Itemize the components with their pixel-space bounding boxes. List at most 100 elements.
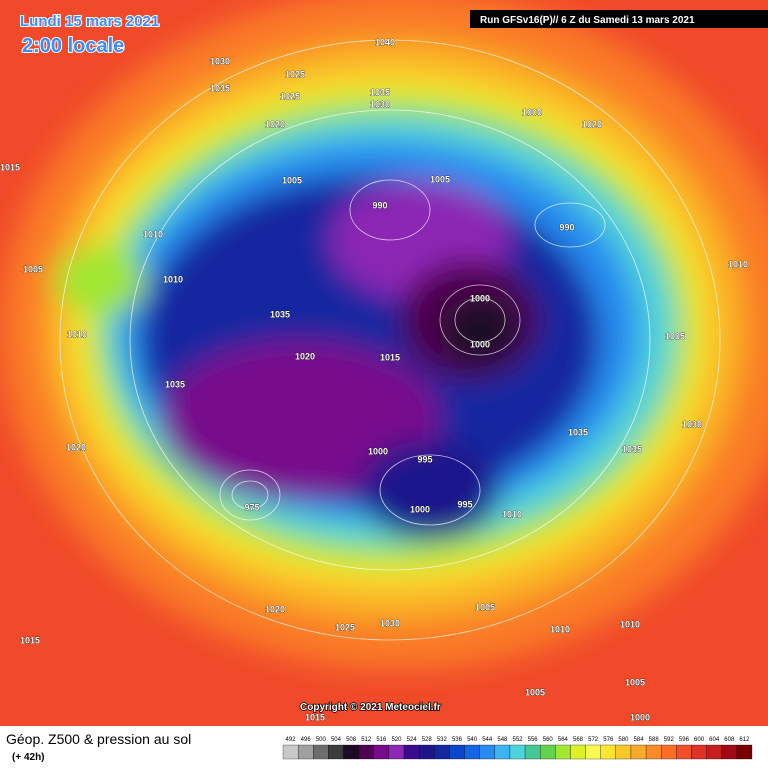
scale-swatch — [328, 744, 344, 760]
scale-label: 604 — [709, 737, 720, 743]
pressure-label: 1010 — [502, 509, 522, 519]
pressure-label: 1000 — [630, 712, 650, 722]
run-info: Run GFSv16(P)// 6 Z du Samedi 13 mars 20… — [480, 15, 695, 26]
scale-label: 536 — [452, 737, 463, 743]
pressure-label: 1010 — [143, 229, 163, 239]
local-time: 2:00 locale — [22, 35, 124, 57]
pressure-label: 1000 — [470, 339, 490, 349]
scale-label: 528 — [422, 737, 433, 743]
pressure-label: 1030 — [370, 99, 390, 109]
scale-swatch — [600, 744, 616, 760]
pressure-label: 1005 — [282, 175, 302, 185]
scale-label: 568 — [573, 737, 584, 743]
pressure-label: 1035 — [622, 444, 642, 454]
pressure-label: 1020 — [265, 119, 285, 129]
scale-swatch — [736, 744, 753, 760]
scale-swatch — [434, 744, 450, 760]
scale-label: 584 — [634, 737, 645, 743]
pressure-label: 1005 — [625, 677, 645, 687]
scale-swatch — [313, 744, 329, 760]
pressure-label: 1015 — [305, 712, 325, 722]
scale-swatch — [373, 744, 390, 760]
pressure-labels: 1040 1030 1035 1025 1025 1035 1030 1020 1005 990 1… — [0, 37, 748, 723]
pressure-label: 1000 — [522, 107, 542, 117]
scale-label: 544 — [482, 737, 493, 743]
pressure-label: 1005 — [475, 602, 495, 612]
scale-label: 576 — [603, 737, 614, 743]
pressure-label: 1030 — [682, 419, 702, 429]
scale-label: 560 — [543, 737, 554, 743]
pressure-label: 1020 — [265, 604, 285, 614]
scale-label: 492 — [286, 737, 297, 743]
pressure-label: 1035 — [270, 309, 290, 319]
scale-swatch — [661, 744, 677, 760]
scale-swatch — [691, 744, 707, 760]
pressure-label: 1010 — [163, 274, 183, 284]
color-bar: 492 496 500 504 508 512 516 520 524 528 532 536 540 5… — [282, 737, 753, 760]
copyright: Copyright © 2021 Meteociel.fr — [300, 702, 441, 713]
pressure-label: 1010 — [620, 619, 640, 629]
scale-swatch — [721, 744, 738, 760]
scale-label: 572 — [588, 737, 599, 743]
scale-swatch — [494, 744, 511, 760]
scale-swatch — [479, 744, 495, 760]
scale-label: 580 — [618, 737, 629, 743]
scale-label: 508 — [346, 737, 357, 743]
scale-label: 612 — [739, 737, 750, 743]
pressure-label: 1005 — [430, 174, 450, 184]
scale-label: 608 — [724, 737, 735, 743]
scale-swatch — [676, 744, 692, 760]
pressure-label: 1030 — [210, 56, 230, 66]
pressure-label: 995 — [417, 454, 432, 464]
pressure-label: 1010 — [67, 329, 87, 339]
pressure-label: 1000 — [410, 504, 430, 514]
pressure-label: 1015 — [0, 162, 20, 172]
pressure-label: 1010 — [550, 624, 570, 634]
legend-lead: (+ 42h) — [12, 752, 45, 763]
scale-swatch — [555, 744, 571, 760]
scale-swatch — [630, 744, 647, 760]
scale-label: 540 — [467, 737, 478, 743]
pressure-label: 1035 — [568, 427, 588, 437]
scale-label: 496 — [301, 737, 312, 743]
scale-swatch — [358, 744, 374, 760]
pressure-label: 1020 — [582, 119, 602, 129]
scale-label: 504 — [331, 737, 342, 743]
scale-label: 592 — [664, 737, 675, 743]
pressure-label: 1015 — [20, 635, 40, 645]
scale-swatch — [570, 744, 586, 760]
pressure-label: 1000 — [368, 446, 388, 456]
pressure-label: 1035 — [165, 379, 185, 389]
pressure-label: 1000 — [470, 293, 490, 303]
run-box — [470, 10, 768, 28]
pressure-label: 1035 — [210, 83, 230, 93]
scale-swatch — [706, 744, 722, 760]
scale-swatch — [645, 744, 662, 760]
pressure-label: 1005 — [23, 264, 43, 274]
legend-title: Géop. Z500 & pression au sol — [6, 731, 191, 747]
scale-label: 596 — [679, 737, 690, 743]
pressure-label: 1020 — [295, 351, 315, 361]
pressure-label: 1015 — [380, 352, 400, 362]
scale-swatch — [388, 744, 405, 760]
pressure-label: 975 — [244, 502, 259, 512]
scale-label: 520 — [391, 737, 402, 743]
scale-swatch — [403, 744, 420, 760]
scale-label: 588 — [649, 737, 660, 743]
pressure-label: 1040 — [375, 37, 395, 47]
pressure-label: 1005 — [525, 687, 545, 697]
scale-label: 524 — [407, 737, 418, 743]
pressure-label: 1025 — [280, 91, 300, 101]
scale-label: 548 — [497, 737, 508, 743]
pressure-label: 1005 — [665, 331, 685, 341]
pressure-label: 1020 — [66, 442, 86, 452]
scale-swatch — [297, 744, 314, 760]
scale-label: 512 — [361, 737, 372, 743]
scale-swatch — [524, 744, 541, 760]
pressure-label: 1025 — [335, 622, 355, 632]
pressure-label: 1030 — [380, 618, 400, 628]
scale-label: 600 — [694, 737, 705, 743]
scale-swatch — [449, 744, 465, 760]
pressure-label: 1010 — [728, 259, 748, 269]
